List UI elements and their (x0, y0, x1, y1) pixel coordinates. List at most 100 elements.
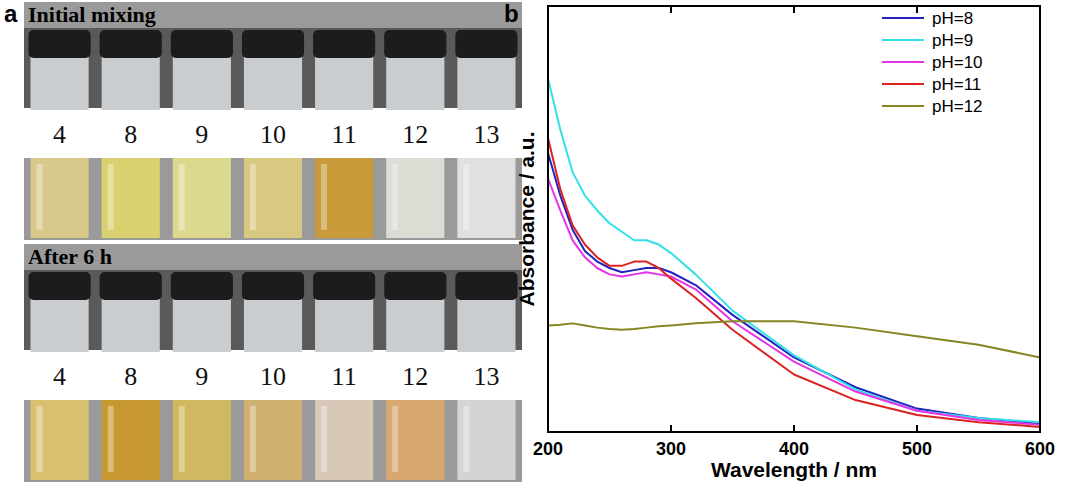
vial-cap (29, 272, 91, 300)
x-tick-label: 600 (1025, 439, 1055, 459)
vial-glass (102, 54, 160, 110)
vial-cap (384, 272, 446, 300)
vial-cap (313, 30, 375, 58)
legend-label: pH=10 (932, 53, 983, 72)
photo-row: 4 8 9 10 11 12 13 Initial mixing (24, 2, 522, 240)
sample-label: 4 (53, 120, 66, 149)
x-tick-top (670, 6, 672, 13)
x-tick-label: 400 (779, 439, 809, 459)
x-tick-label: 200 (533, 439, 563, 459)
series-line (548, 153, 1040, 424)
vial-liquid (173, 158, 231, 238)
vial-liquid (315, 400, 373, 480)
sample-label: 9 (195, 362, 208, 391)
glass-highlight (37, 406, 43, 472)
sample-label: 8 (124, 120, 137, 149)
sample-label: 9 (195, 120, 208, 149)
vial-glass (173, 296, 231, 352)
panel-label: a (4, 0, 18, 27)
vial-liquid (244, 158, 302, 238)
legend-swatch (882, 17, 924, 19)
vial-liquid (386, 400, 444, 480)
vial-glass (31, 296, 89, 352)
photo-background (24, 2, 522, 240)
x-tick (1039, 425, 1041, 432)
legend-swatch (882, 105, 924, 107)
vial-cap (171, 30, 233, 58)
series-line (548, 179, 1040, 425)
vial-liquid (173, 400, 231, 480)
glass-highlight (179, 164, 185, 230)
vial-glass (102, 296, 160, 352)
vial-liquid (102, 158, 160, 238)
glass-highlight (321, 164, 327, 230)
legend: pH=8pH=9pH=10pH=11pH=12 (882, 9, 983, 116)
glass-highlight (108, 406, 114, 472)
legend-label: pH=9 (932, 31, 973, 50)
vial-cap (313, 272, 375, 300)
x-tick (670, 425, 672, 432)
vial-liquid (457, 158, 515, 238)
glass-highlight (463, 406, 469, 472)
sample-label: 10 (260, 120, 286, 149)
series-line (548, 138, 1040, 427)
x-tick (547, 425, 549, 432)
x-tick-top (1039, 6, 1041, 13)
vial-liquid (457, 400, 515, 480)
x-tick-label: 500 (902, 439, 932, 459)
sample-label: 11 (332, 362, 357, 391)
sample-label: 13 (473, 120, 499, 149)
lines (548, 78, 1040, 426)
vial-glass (244, 54, 302, 110)
vial-glass (457, 54, 515, 110)
vial-glass (173, 54, 231, 110)
legend-swatch (882, 83, 924, 85)
vial-glass (315, 54, 373, 110)
photo-background (24, 244, 522, 482)
glass-highlight (37, 164, 43, 230)
figure: a48910111213Initial mixing48910111213Aft… (0, 0, 1065, 484)
vial-glass (457, 296, 515, 352)
x-axis-title: Wavelength / nm (711, 458, 877, 481)
vial-cap (100, 272, 162, 300)
vial-liquid (102, 400, 160, 480)
plot-frame (548, 6, 1040, 432)
sample-label: 13 (473, 362, 499, 391)
vial-glass (386, 54, 444, 110)
legend-label: pH=12 (932, 97, 983, 116)
vial-liquid (31, 158, 89, 238)
vial-liquid (315, 158, 373, 238)
glass-highlight (463, 164, 469, 230)
vial-glass (244, 296, 302, 352)
y-axis-title: Absorbance / a.u. (515, 131, 538, 306)
vial-cap (242, 30, 304, 58)
glass-highlight (392, 406, 398, 472)
glass-highlight (392, 164, 398, 230)
panel-label: b (504, 0, 519, 27)
row-title: Initial mixing (28, 2, 156, 27)
glass-highlight (321, 406, 327, 472)
legend-swatch (882, 61, 924, 63)
row-title: After 6 h (28, 244, 112, 269)
vial-cap (455, 272, 517, 300)
vial-liquid (386, 158, 444, 238)
vial-liquid (31, 400, 89, 480)
photo-row: 48910111213After 6 h (24, 244, 522, 482)
glass-highlight (108, 164, 114, 230)
x-tick (916, 425, 918, 432)
sample-label: 12 (402, 120, 428, 149)
sample-label: 12 (402, 362, 428, 391)
vial-cap (171, 272, 233, 300)
sample-label: 4 (53, 362, 66, 391)
glass-highlight (250, 406, 256, 472)
sample-label: 8 (124, 362, 137, 391)
sample-label: 11 (332, 120, 357, 149)
vial-cap (242, 272, 304, 300)
legend-swatch (882, 39, 924, 41)
vial-cap (384, 30, 446, 58)
label-strip (24, 350, 522, 400)
series-line (548, 321, 1040, 357)
vial-liquid (244, 400, 302, 480)
x-tick-top (916, 6, 918, 13)
legend-label: pH=8 (932, 9, 973, 28)
